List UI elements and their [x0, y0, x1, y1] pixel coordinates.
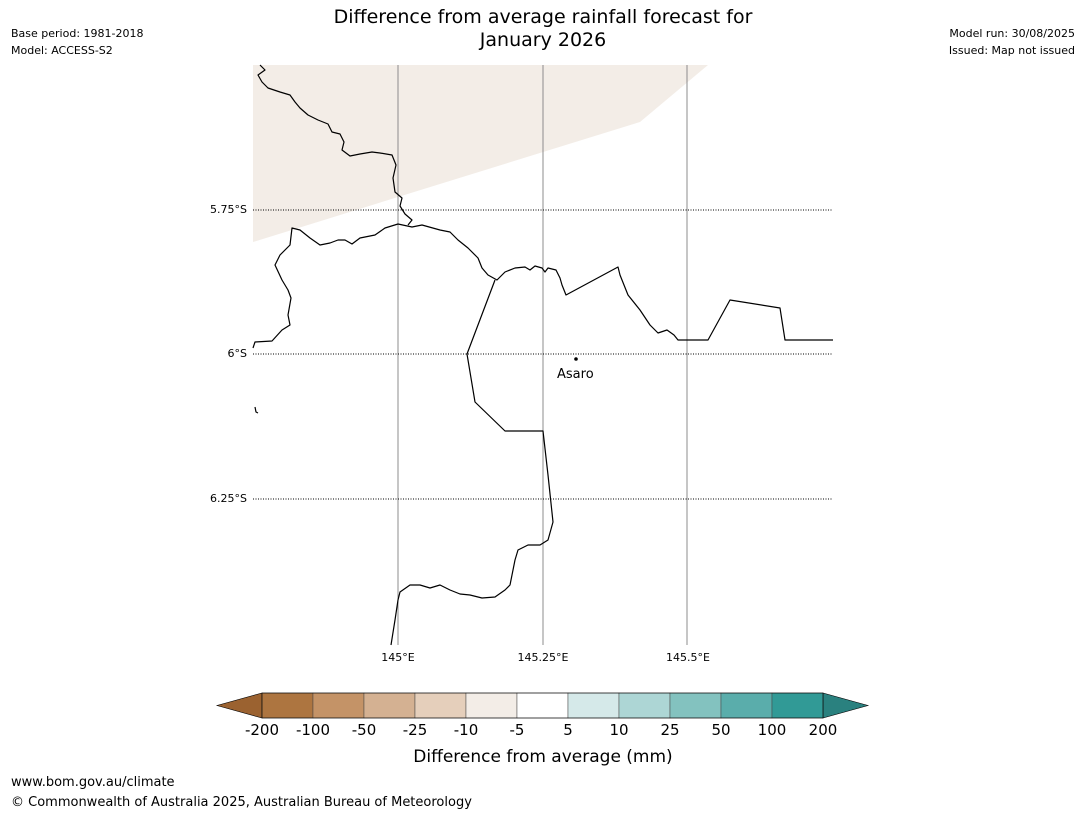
colorbar-bin	[669, 692, 722, 719]
colorbar-tick-label: -10	[454, 721, 479, 739]
shaded-region	[253, 65, 708, 242]
colorbar-tick-label: -200	[245, 721, 279, 739]
asaro-marker	[574, 357, 578, 361]
colorbar-bin	[567, 692, 620, 719]
asaro-label: Asaro	[557, 367, 594, 382]
boundary-line-north	[257, 64, 413, 226]
colorbar-tick-label: -50	[352, 721, 377, 739]
colorbar-tick-label: 100	[758, 721, 787, 739]
colorbar-tick-label: 50	[711, 721, 730, 739]
colorbar: -200 -100 -50 -25 -10 -5 5 10 25 50 100 200	[215, 692, 870, 739]
colorbar-bin	[465, 692, 518, 719]
lat-label-5-75: 5.75°S	[210, 203, 247, 216]
lon-label-145-5: 145.5°E	[666, 651, 710, 664]
metadata-right: Model run: 30/08/2025 Issued: Map not is…	[949, 25, 1075, 59]
colorbar-extend-low	[215, 692, 263, 719]
base-period-text: Base period: 1981-2018	[11, 27, 144, 40]
colorbar-tick-label: -100	[296, 721, 330, 739]
footer-url[interactable]: www.bom.gov.au/climate	[11, 775, 175, 790]
colorbar-bin	[720, 692, 773, 719]
boundary-line-south	[390, 279, 554, 646]
colorbar-label: Difference from average (mm)	[413, 747, 672, 767]
footer-copyright: © Commonwealth of Australia 2025, Austra…	[11, 795, 472, 810]
map-title-line2: January 2026	[479, 29, 607, 51]
issued-text: Issued: Map not issued	[948, 44, 1075, 57]
lon-label-145-25: 145.25°E	[518, 651, 569, 664]
boundary-fragment	[254, 406, 259, 414]
lon-label-145: 145°E	[381, 651, 414, 664]
colorbar-bin	[771, 692, 824, 719]
colorbar-tick-label: 25	[660, 721, 679, 739]
colorbar-tick-label: 5	[563, 721, 573, 739]
colorbar-bin	[414, 692, 467, 719]
colorbar-bin	[312, 692, 365, 719]
colorbar-tick-label: -5	[510, 721, 525, 739]
lat-label-6-25: 6.25°S	[210, 492, 247, 505]
model-run-text: Model run: 30/08/2025	[949, 27, 1075, 40]
map-title-line1: Difference from average rainfall forecas…	[333, 6, 753, 28]
map-title: Difference from average rainfall forecas…	[243, 6, 843, 52]
colorbar-tick-label: 200	[809, 721, 838, 739]
boundary-line-central	[252, 223, 833, 349]
colorbar-outline	[261, 692, 824, 719]
lat-label-6: 6°S	[228, 347, 247, 360]
model-text: Model: ACCESS-S2	[11, 44, 113, 57]
colorbar-bin	[261, 692, 314, 719]
colorbar-bin	[618, 692, 671, 719]
colorbar-extend-high	[822, 692, 870, 719]
colorbar-bin	[363, 692, 416, 719]
metadata-left: Base period: 1981-2018 Model: ACCESS-S2	[11, 25, 143, 59]
colorbar-bin	[516, 692, 569, 719]
colorbar-tick-label: 10	[609, 721, 628, 739]
colorbar-tick-label: -25	[403, 721, 428, 739]
